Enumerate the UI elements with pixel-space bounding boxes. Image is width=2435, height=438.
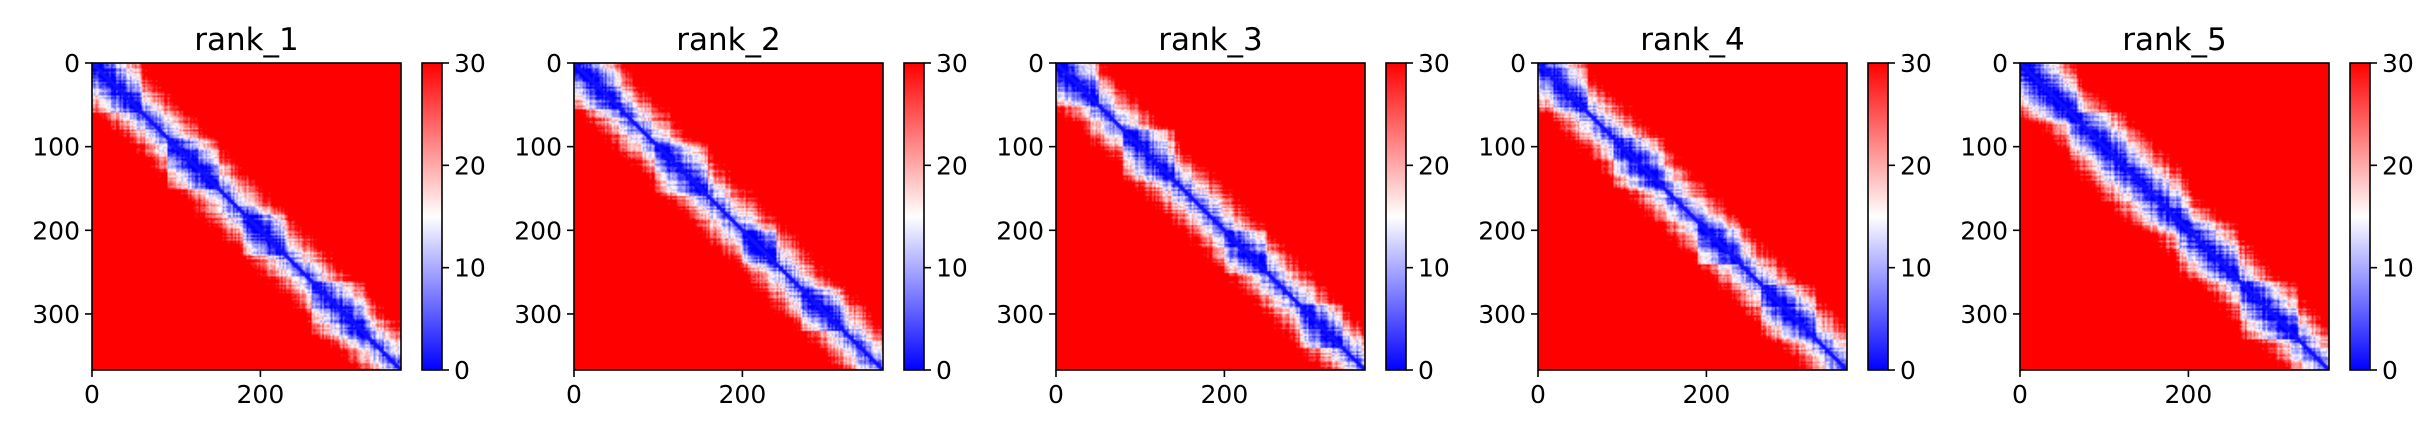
colorbar-tick-label: 30 [1418,49,1450,78]
heatmap-panel-2: rank_2 0 100 200 300 0 200 0 10 20 30 [514,22,968,409]
panel-title: rank_1 [194,22,299,58]
y-tick-label: 100 [32,133,80,162]
colorbar-tick-label: 10 [936,254,968,283]
heatmap-image [574,63,883,370]
colorbar-tick-label: 20 [936,151,968,180]
x-tick-label: 200 [1201,380,1249,409]
colorbar [422,63,442,370]
y-tick-label: 100 [1960,133,2008,162]
y-tick-label: 100 [996,133,1044,162]
y-tick-label: 300 [32,300,80,329]
colorbar-tick-label: 0 [1418,356,1434,385]
colorbar [1386,63,1406,370]
colorbar-tick-label: 30 [454,49,486,78]
heatmap-panel-4: rank_4 0 100 200 300 0 200 0 10 20 30 [1478,22,1932,409]
colorbar-tick-label: 10 [2382,254,2414,283]
colorbar-tick-label: 0 [2382,356,2398,385]
colorbar [904,63,924,370]
y-tick-label: 300 [1960,300,2008,329]
x-tick-label: 200 [1683,380,1731,409]
colorbar-tick-label: 30 [2382,49,2414,78]
colorbar-tick-label: 30 [1900,49,1932,78]
y-tick-label: 200 [1478,216,1526,245]
heatmap-panel-5: rank_5 0 100 200 300 0 200 0 10 20 30 [1960,22,2414,409]
y-tick-label: 300 [514,300,562,329]
y-tick-label: 300 [1478,300,1526,329]
colorbar-tick-label: 0 [1900,356,1916,385]
axes-frame [1537,62,1848,371]
y-tick-label: 200 [32,216,80,245]
x-tick-label: 0 [1048,380,1064,409]
axes-frame [573,62,884,371]
x-tick-label: 0 [566,380,582,409]
colorbar-tick-label: 10 [1900,254,1932,283]
colorbar-frame [1867,62,1889,371]
x-tick-label: 200 [719,380,767,409]
y-tick-label: 300 [996,300,1044,329]
axes-frame [91,62,402,371]
colorbar-tick-label: 10 [1418,254,1450,283]
y-tick-label: 0 [64,49,80,78]
x-tick-label: 0 [2012,380,2028,409]
colorbar-tick-label: 30 [936,49,968,78]
colorbar-tick-label: 20 [1900,151,1932,180]
axes-frame [1055,62,1366,371]
colorbar-frame [421,62,443,371]
heatmap-image [2020,63,2329,370]
colorbar-frame [1385,62,1407,371]
colorbar [1868,63,1888,370]
y-tick-label: 0 [1028,49,1044,78]
panel-title: rank_3 [1158,22,1263,58]
y-tick-label: 100 [1478,133,1526,162]
colorbar-frame [903,62,925,371]
y-tick-label: 100 [514,133,562,162]
y-tick-label: 200 [514,216,562,245]
panel-title: rank_5 [2122,22,2227,58]
y-tick-label: 200 [1960,216,2008,245]
x-tick-label: 200 [2165,380,2213,409]
colorbar-tick-label: 10 [454,254,486,283]
panel-title: rank_4 [1640,22,1745,58]
panel-title: rank_2 [676,22,781,58]
heatmap-image [1056,63,1365,370]
colorbar [2350,63,2370,370]
y-tick-label: 0 [1992,49,2008,78]
colorbar-tick-label: 20 [1418,151,1450,180]
colorbar-frame [2349,62,2371,371]
colorbar-tick-label: 20 [454,151,486,180]
colorbar-tick-label: 0 [454,356,470,385]
y-tick-label: 200 [996,216,1044,245]
x-tick-label: 0 [84,380,100,409]
y-tick-label: 0 [1510,49,1526,78]
heatmap-image [1538,63,1847,370]
y-tick-label: 0 [546,49,562,78]
heatmap-panel-1: rank_1 0 100 200 300 0 200 0 10 20 30 [32,22,486,409]
colorbar-tick-label: 20 [2382,151,2414,180]
heatmap-image [92,63,401,370]
colorbar-tick-label: 0 [936,356,952,385]
x-tick-label: 0 [1530,380,1546,409]
axes-frame [2019,62,2330,371]
heatmap-panel-3: rank_3 0 100 200 300 0 200 0 10 20 30 [996,22,1450,409]
x-tick-label: 200 [237,380,285,409]
